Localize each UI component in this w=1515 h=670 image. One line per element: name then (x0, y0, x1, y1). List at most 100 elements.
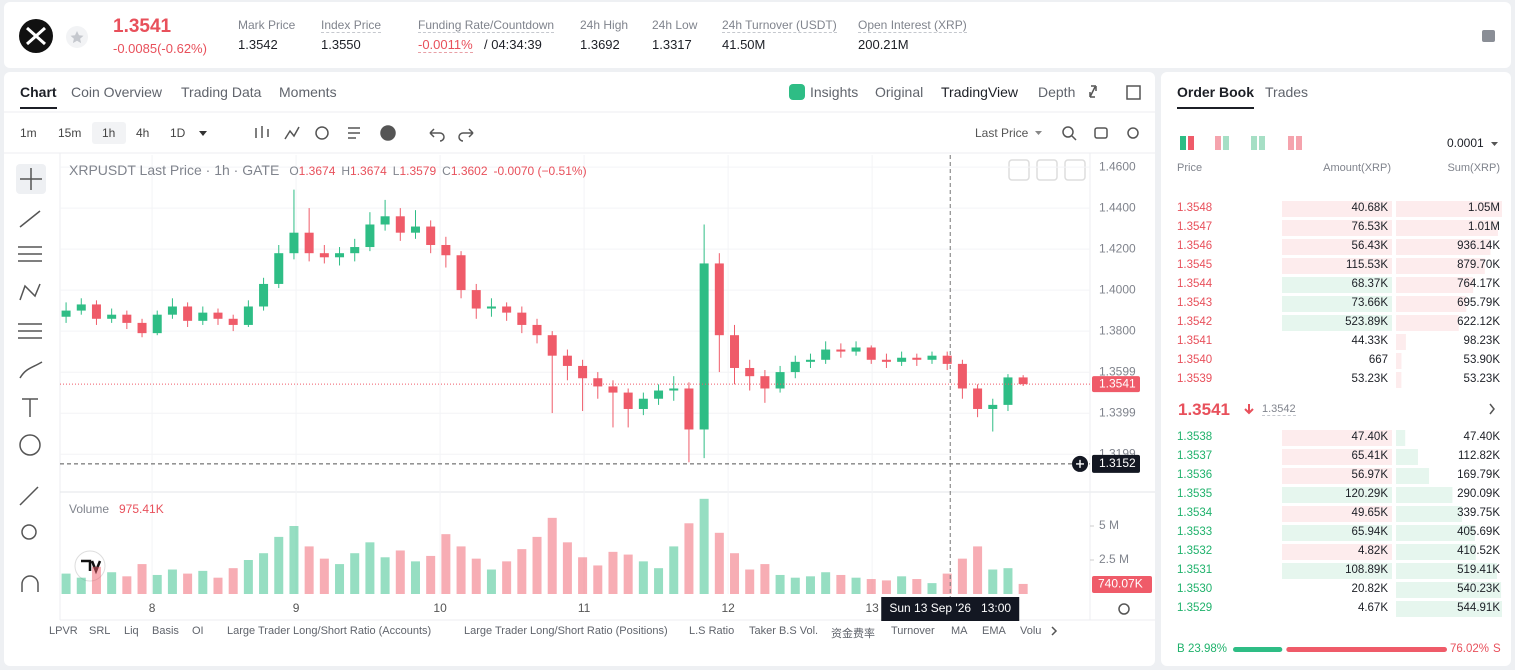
volume-bar (897, 576, 907, 594)
ob-sum: 53.23K (1463, 373, 1500, 385)
fib-tool[interactable] (18, 246, 42, 262)
ob-price[interactable]: 1.3532 (1177, 545, 1213, 557)
view-tab[interactable]: TradingView (941, 84, 1019, 100)
search[interactable] (1071, 135, 1077, 141)
tab[interactable]: Coin Overview (71, 84, 163, 100)
volume-bar (927, 583, 937, 594)
ob-price[interactable]: 1.3539 (1177, 373, 1213, 385)
settings[interactable] (1118, 603, 1130, 615)
tab[interactable]: Trading Data (181, 84, 262, 100)
ob-price[interactable]: 1.3536 (1177, 469, 1213, 481)
indicator[interactable]: SRL (89, 625, 111, 637)
ob-amount: 115.53K (1346, 259, 1388, 271)
ob-tab[interactable]: Trades (1265, 84, 1309, 100)
view-tab[interactable]: Insights (810, 84, 859, 100)
tab[interactable]: Chart (20, 84, 57, 109)
indicator[interactable]: EMA (982, 625, 1006, 637)
pattern-tool[interactable] (19, 283, 41, 301)
redo[interactable] (458, 128, 474, 142)
expand[interactable] (1089, 85, 1097, 98)
icon[interactable] (255, 126, 269, 138)
camera[interactable] (1094, 127, 1108, 139)
ob-price[interactable]: 1.3531 (1177, 564, 1213, 576)
chevron[interactable] (1489, 403, 1495, 415)
emoji-tool[interactable] (19, 434, 41, 456)
icon[interactable] (348, 127, 360, 139)
ob-price[interactable]: 1.3537 (1177, 450, 1213, 462)
indicator[interactable]: Liq (124, 625, 139, 637)
indicator[interactable]: Large Trader Long/Short Ratio (Positions… (464, 625, 668, 637)
stat-label: 24h Low (652, 18, 698, 32)
indicator[interactable]: LPVR (49, 625, 78, 637)
ruler-tool[interactable] (19, 486, 39, 506)
interval[interactable]: 4h (136, 126, 150, 140)
window[interactable] (1126, 85, 1141, 100)
ob-price[interactable]: 1.3546 (1177, 240, 1213, 252)
icon[interactable] (284, 126, 300, 140)
x-tick-label: 10 (433, 601, 447, 615)
ob-price[interactable]: 1.3543 (1177, 297, 1213, 309)
tab[interactable]: Moments (279, 84, 337, 100)
undo[interactable] (429, 128, 445, 142)
projection-tool[interactable] (18, 323, 42, 339)
ob-price[interactable]: 1.3541 (1177, 335, 1213, 347)
brush-tool[interactable] (19, 361, 43, 379)
view-tab[interactable]: Depth (1038, 84, 1076, 100)
text-tool[interactable] (22, 398, 38, 417)
ob-price[interactable]: 1.3544 (1177, 278, 1213, 290)
scale-button[interactable] (1036, 159, 1058, 181)
ob-price[interactable]: 1.3540 (1177, 354, 1213, 366)
candle-body (137, 322, 147, 334)
line-tool[interactable] (19, 210, 41, 228)
ob-price[interactable]: 1.3534 (1177, 507, 1213, 519)
indicator[interactable]: Taker B.S Vol. (749, 625, 819, 637)
ob-price[interactable]: 1.3545 (1177, 259, 1213, 271)
indicator[interactable]: Large Trader Long/Short Ratio (Accounts) (227, 625, 432, 637)
icon[interactable] (380, 125, 396, 141)
ob-sum: 53.90K (1463, 354, 1500, 366)
indicator[interactable]: Turnover (891, 625, 935, 637)
ob-price[interactable]: 1.3529 (1177, 602, 1213, 614)
candle-body (1003, 377, 1013, 405)
toolbar-icons (16, 85, 1495, 636)
interval[interactable]: 1m (20, 126, 37, 140)
scroll-button[interactable] (1008, 159, 1030, 181)
settings[interactable] (1127, 127, 1139, 139)
indicator[interactable]: 资金费率 (831, 628, 875, 640)
zoom-tool[interactable] (21, 524, 37, 540)
crosshair-tool[interactable] (20, 168, 42, 190)
candle-body (532, 324, 542, 336)
indicator[interactable]: OI (192, 625, 204, 637)
depth-bar (1396, 468, 1430, 484)
precision[interactable]: 0.0001 (1447, 136, 1484, 150)
interval[interactable]: 1D (170, 126, 186, 140)
ob-amount: 56.43K (1351, 240, 1388, 252)
stat-label: Open Interest (XRP) (858, 18, 967, 33)
ob-tab[interactable]: Order Book (1177, 84, 1255, 109)
indicator[interactable]: Basis (152, 625, 179, 637)
search[interactable] (1062, 126, 1074, 138)
y-tick-label: 1.4200 (1099, 241, 1136, 255)
amount-flash (1282, 449, 1392, 465)
interval[interactable]: 15m (58, 126, 82, 140)
ob-price[interactable]: 1.3538 (1177, 431, 1213, 443)
reset-button[interactable] (1064, 159, 1086, 181)
candle-body (578, 365, 588, 379)
indicator[interactable]: Volu (1020, 625, 1042, 637)
ob-price[interactable]: 1.3548 (1177, 202, 1213, 214)
more[interactable] (1051, 626, 1058, 636)
icon[interactable] (315, 126, 329, 140)
interval[interactable]: 1h (102, 126, 116, 140)
ob-price[interactable]: 1.3533 (1177, 526, 1213, 538)
indicator[interactable]: MA (951, 625, 968, 637)
ob-price[interactable]: 1.3530 (1177, 583, 1213, 595)
layout-icon[interactable] (1482, 30, 1495, 42)
indicator[interactable]: L.S Ratio (689, 625, 735, 637)
ob-price[interactable]: 1.3547 (1177, 221, 1213, 233)
magnet-tool[interactable] (21, 575, 39, 592)
view-tab[interactable]: Original (875, 84, 924, 100)
volume-bar (957, 558, 967, 594)
price-type[interactable]: Last Price (975, 126, 1029, 140)
ob-price[interactable]: 1.3542 (1177, 316, 1213, 328)
ob-price[interactable]: 1.3535 (1177, 488, 1213, 500)
